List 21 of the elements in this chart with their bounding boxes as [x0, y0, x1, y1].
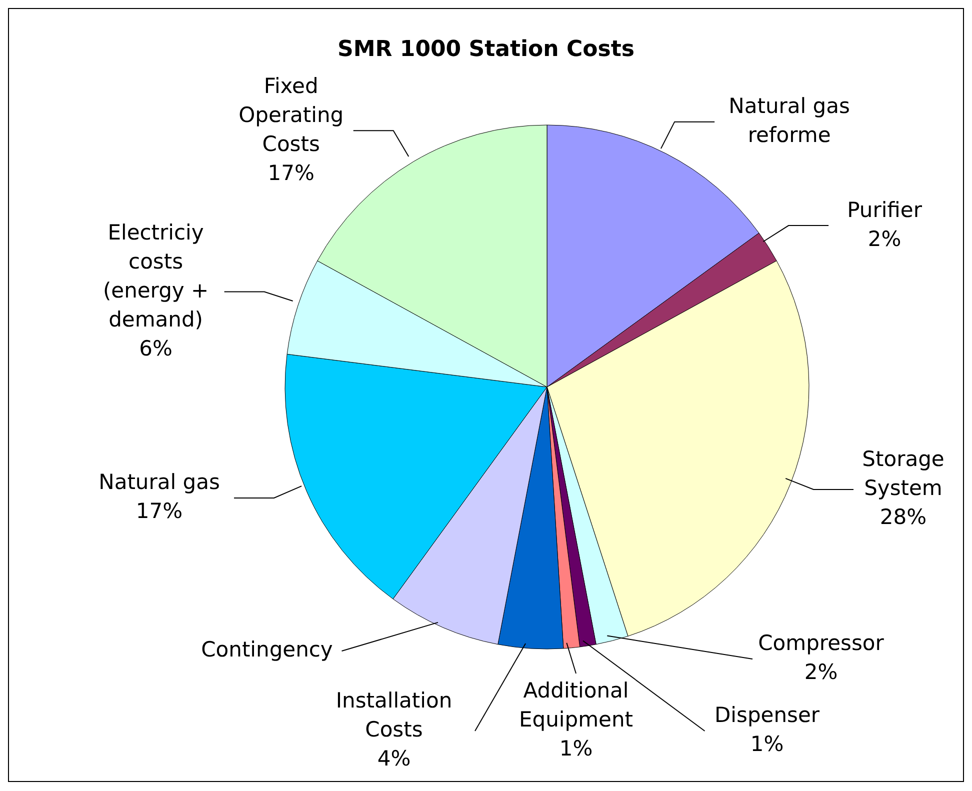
data-label: 1% [750, 732, 784, 756]
slice-label: Compressor [758, 631, 884, 656]
slice-label: Dispenser [714, 703, 820, 728]
data-label: 17% [136, 499, 183, 524]
data-label: 28% [880, 505, 927, 530]
data-label: 6% [139, 336, 172, 361]
slice-label: Contingency [201, 638, 333, 662]
slice-label: Installation Costs [336, 688, 452, 742]
slice-label: Fixed Operating Costs [238, 74, 344, 156]
data-label: 4% [377, 746, 411, 771]
slice-label: Storage System [862, 447, 944, 500]
data-label: 1% [559, 736, 593, 761]
slice-label: Natural gas [98, 470, 220, 494]
chart-title: SMR 1000 Station Costs [336, 37, 636, 62]
slice-label: Additional Equipment [519, 678, 633, 732]
slice-label: Purifier [847, 198, 922, 222]
data-label: 17% [268, 160, 314, 185]
data-label: 2% [804, 660, 838, 684]
slice-label: Electriciy costs (energy + demand) [102, 220, 209, 332]
slice-label: Natural gas reforme [728, 94, 850, 148]
data-label: 2% [868, 226, 902, 251]
